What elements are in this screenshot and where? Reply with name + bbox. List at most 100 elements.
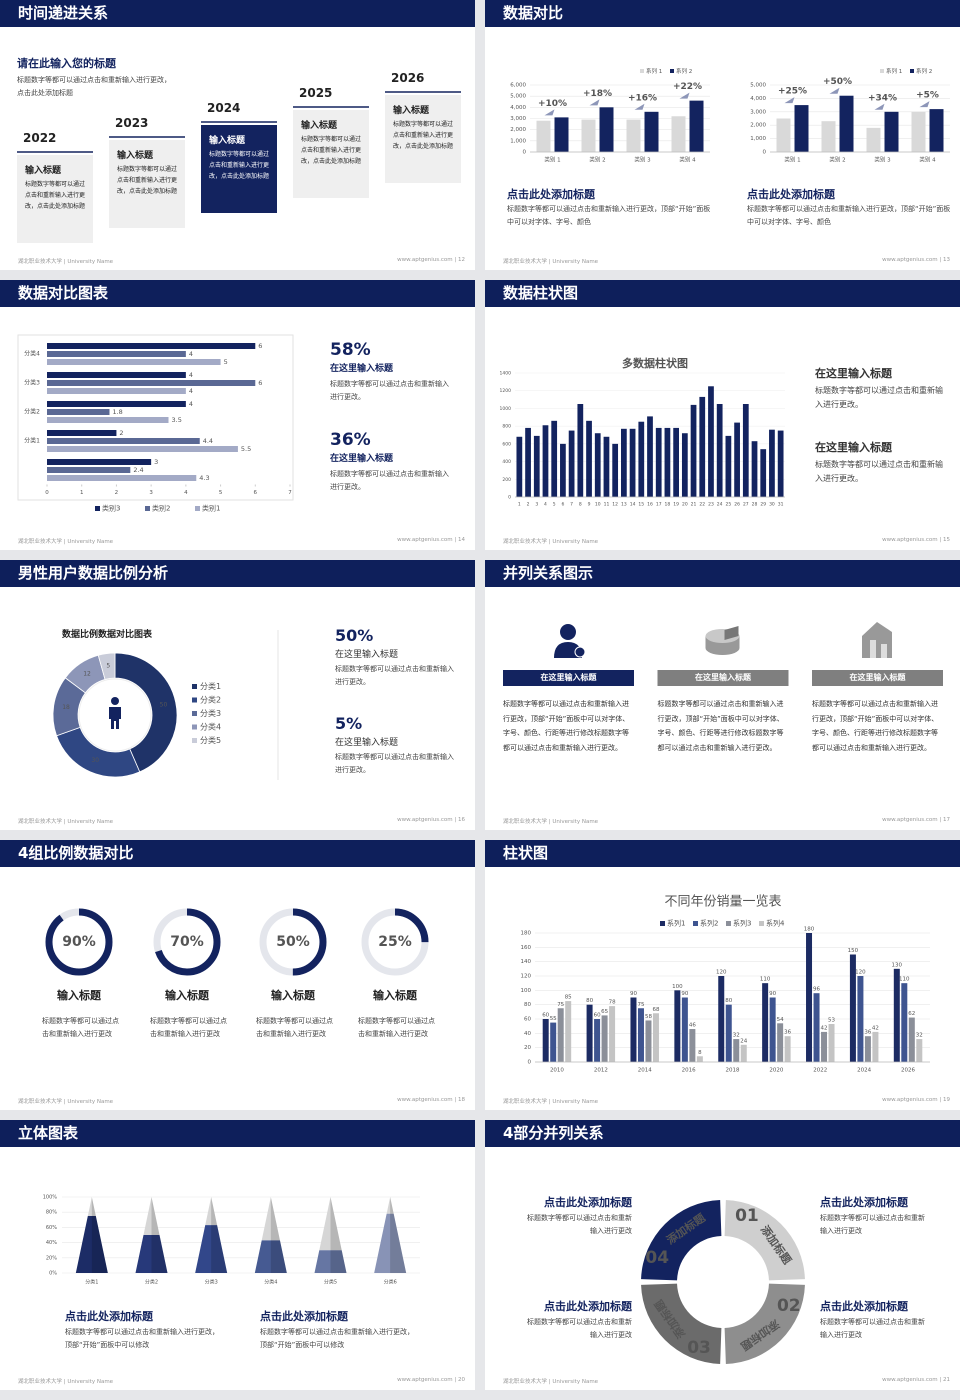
bar [689, 1029, 696, 1062]
block-text: 标题数字等都可以通过点击和重新输入进行更改 [527, 1318, 632, 1339]
x-tick-label: 29 [760, 502, 766, 508]
footer-left: 湖北职业技术大学 | University Name [18, 259, 114, 265]
slide: 并列关系图示 湖北职业技术大学 | University Name www.aptg… [485, 560, 960, 830]
block-text: 标题数字等都可以通过点击和重新输入进行更改，顶部“开始”面板中可以对字体、字号、… [507, 205, 711, 226]
bar [525, 427, 531, 497]
bar [690, 404, 697, 497]
slice-label: 50 [160, 701, 168, 708]
footer-left: 湖北职业技术大学 | University Name [18, 819, 114, 825]
bar [599, 107, 614, 152]
y-tick-label: 1000 [500, 406, 512, 412]
step-year: 2025 [299, 86, 333, 100]
annotation: +10% [538, 99, 567, 109]
bar [760, 449, 767, 497]
value-label: 68 [652, 1007, 659, 1013]
bar [929, 109, 944, 152]
x-tick-label: 类别 1 [544, 156, 560, 164]
x-tick-label: 2016 [682, 1068, 696, 1074]
block-title: 点击此处添加标题 [260, 1310, 348, 1323]
x-tick-label: 9 [588, 502, 591, 508]
x-tick-label: 6 [254, 490, 258, 496]
annotation-arrow [589, 99, 600, 106]
item-title: 在这里输入标题 [540, 673, 597, 682]
bar [908, 1017, 915, 1062]
icon-badge [574, 646, 586, 658]
value-label: 24 [740, 1038, 747, 1044]
block-text: 标题数字等都可以通过点击和重新输入进行更改，顶部“开始”面板中可以修改 [65, 1328, 219, 1349]
block-title: 在这里输入标题 [815, 367, 892, 380]
legend-label: 系列 2 [676, 67, 692, 75]
step-box [385, 95, 461, 183]
block-title: 点击此处添加标题 [820, 1300, 908, 1313]
bar [849, 954, 856, 1062]
stat-value: 5% [335, 714, 363, 733]
bar [47, 388, 186, 394]
x-tick-label: 4 [184, 490, 188, 496]
slide-canvas [503, 622, 943, 686]
legend-label: 分类1 [200, 681, 221, 691]
y-tick-label: 800 [502, 424, 511, 430]
x-tick-label: 类别 3 [874, 156, 891, 164]
segment-number: 02 [777, 1296, 801, 1316]
annotation: +5% [916, 91, 939, 101]
legend-label: 系列 1 [646, 67, 662, 75]
legend-swatch [192, 684, 197, 689]
y-tick-label: 2,000 [510, 127, 526, 133]
block-title: 点击此处添加标题 [507, 188, 595, 201]
item-text: 标题数字等都可以通过点击和重新输入进行更改 [150, 1017, 227, 1038]
value-label: 75 [637, 1002, 644, 1008]
annotation: +16% [628, 93, 657, 103]
legend-label: 分类3 [200, 708, 221, 718]
x-tick-label: 5 [553, 502, 556, 508]
slide-title: 立体图表 [18, 1124, 79, 1142]
step-year: 2022 [23, 131, 57, 145]
stat-title: 在这里输入标题 [330, 364, 394, 374]
slide-header [485, 0, 960, 27]
ring-value [361, 908, 429, 976]
legend-swatch [726, 921, 731, 926]
footer-right: www.aptgenius.com | 13 [882, 257, 950, 263]
value-label: 62 [908, 1011, 915, 1017]
footer-right: www.aptgenius.com | 20 [397, 1377, 465, 1383]
bar [866, 127, 881, 152]
value-label: 60 [594, 1013, 601, 1019]
y-tick-label: 1400 [500, 371, 512, 377]
slide: 0% 20% 40% 60% 80% 100% 分类1 分类2 分类3 分类4 分类5 分类6 立体图表… [0, 1120, 475, 1390]
bar [550, 1022, 557, 1062]
slide-title: 数据对比 [503, 4, 564, 22]
x-tick-label: 7 [570, 502, 573, 508]
bar [699, 396, 706, 497]
slide-title: 柱状图 [503, 844, 549, 862]
y-tick-label: 2,000 [750, 123, 766, 129]
icon-slice [724, 626, 739, 640]
bar [857, 976, 864, 1062]
slice-label: 30 [91, 757, 99, 764]
y-tick-label: 40 [524, 1031, 531, 1037]
icon-building [862, 622, 892, 658]
x-tick-label: 30 [769, 502, 775, 508]
value-label: 180 [804, 927, 815, 933]
x-tick-label: 18 [665, 502, 671, 508]
bar [560, 443, 566, 497]
footer-right: www.aptgenius.com | 16 [397, 817, 465, 823]
block-text: 标题数字等都可以通过点击和重新输入进行更改。 [815, 460, 943, 483]
bar [47, 446, 238, 452]
bar [603, 436, 610, 497]
y-tick-label: 4,000 [510, 105, 526, 111]
bar [47, 438, 200, 444]
slice-label: 5 [106, 662, 110, 669]
slide: 时间递进关系 湖北职业技术大学 | University Name www.aptg… [0, 0, 475, 270]
step-title: 输入标题 [209, 136, 246, 146]
bar [577, 404, 584, 497]
block-text: 标题数字等都可以通过点击和重新输入进行更改，顶部“开始”面板中可以修改 [260, 1328, 414, 1349]
bar [47, 417, 169, 423]
x-tick-label: 分类1 [85, 1279, 98, 1286]
y-tick-label: 100% [43, 1195, 58, 1201]
bar [626, 119, 641, 152]
stat-title: 在这里输入标题 [330, 454, 394, 464]
x-tick-label: 1 [80, 490, 84, 496]
x-tick-label: 类别 3 [634, 156, 651, 164]
bar [718, 976, 725, 1062]
pyramid-fill [314, 1250, 347, 1273]
value-label: 46 [689, 1023, 696, 1029]
